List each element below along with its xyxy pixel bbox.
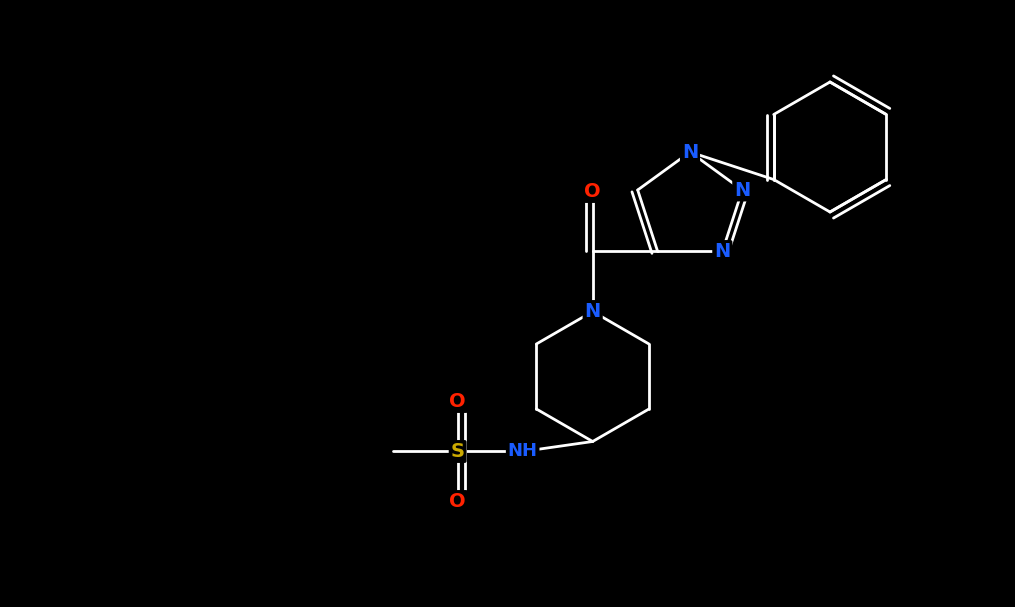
Text: NH: NH: [508, 443, 538, 461]
Text: N: N: [734, 180, 750, 200]
Text: O: O: [585, 182, 601, 201]
Text: N: N: [585, 302, 601, 321]
Text: N: N: [682, 143, 698, 161]
Text: S: S: [451, 442, 465, 461]
Text: O: O: [450, 492, 466, 511]
Text: O: O: [450, 392, 466, 411]
Text: N: N: [715, 242, 731, 261]
